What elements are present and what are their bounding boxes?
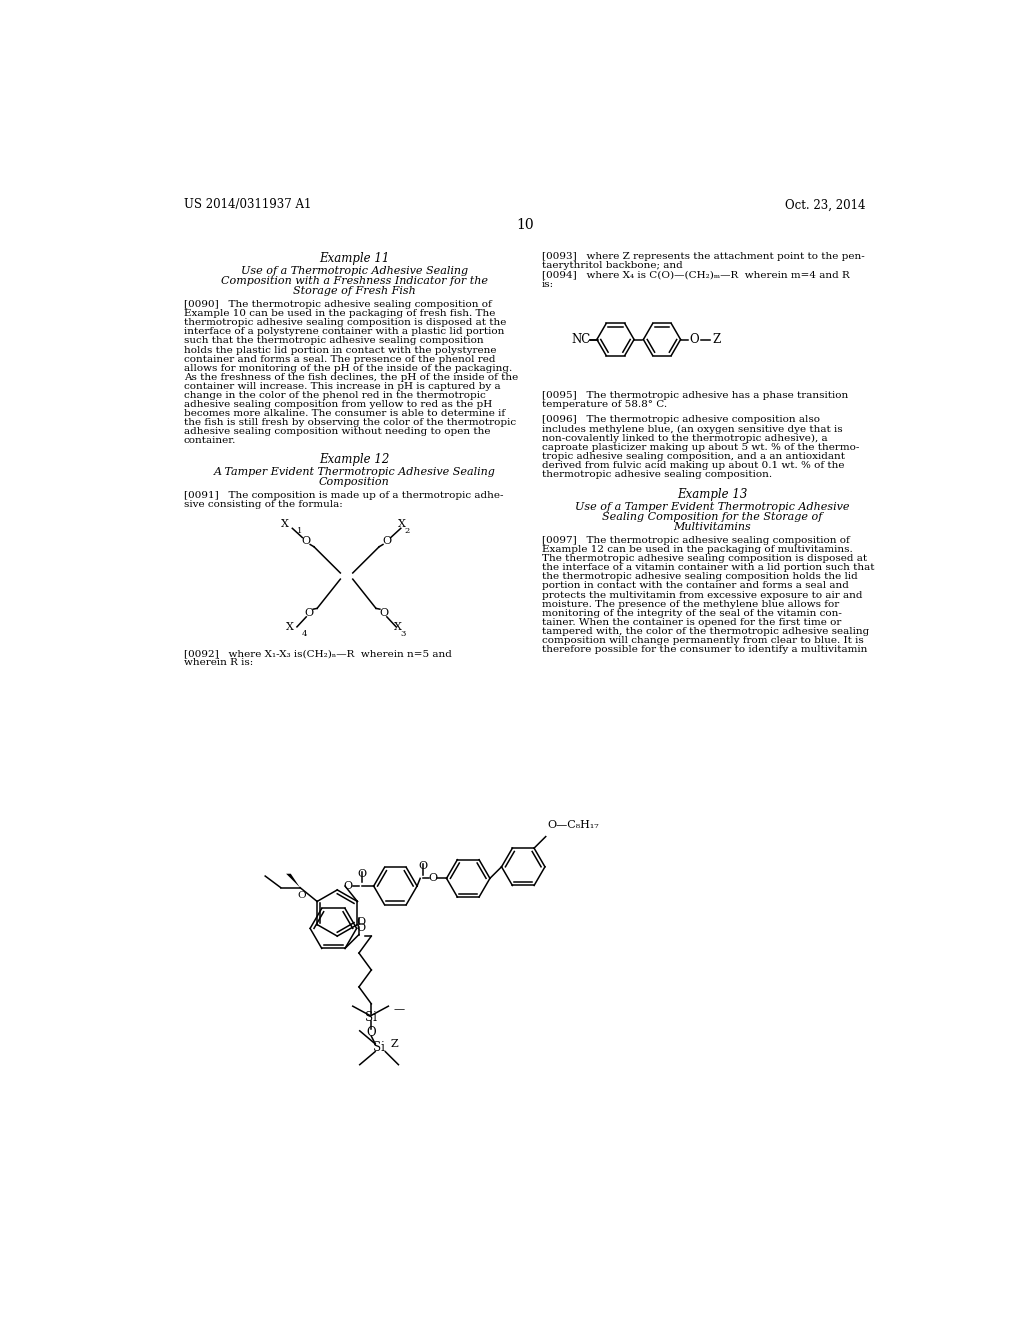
Text: Z: Z (712, 333, 720, 346)
Text: Z: Z (391, 1039, 398, 1049)
Text: [0093]   where Z represents the attachment point to the pen-: [0093] where Z represents the attachment… (542, 252, 864, 261)
Text: Use of a Tamper Evident Thermotropic Adhesive: Use of a Tamper Evident Thermotropic Adh… (575, 502, 850, 512)
Text: O: O (367, 1026, 376, 1039)
Text: derived from fulvic acid making up about 0.1 wt. % of the: derived from fulvic acid making up about… (542, 461, 845, 470)
Text: [0096]   The thermotropic adhesive composition also: [0096] The thermotropic adhesive composi… (542, 416, 820, 425)
Text: temperature of 58.8° C.: temperature of 58.8° C. (542, 400, 667, 409)
Text: Example 11: Example 11 (319, 252, 389, 265)
Text: Example 12 can be used in the packaging of multivitamins.: Example 12 can be used in the packaging … (542, 545, 853, 554)
Text: Si: Si (373, 1041, 385, 1055)
Polygon shape (286, 874, 300, 887)
Text: Oct. 23, 2014: Oct. 23, 2014 (785, 198, 866, 211)
Text: O: O (305, 609, 314, 618)
Text: monitoring of the integrity of the seal of the vitamin con-: monitoring of the integrity of the seal … (542, 609, 842, 618)
Text: Example 12: Example 12 (319, 453, 389, 466)
Text: O: O (379, 609, 388, 618)
Text: includes methylene blue, (an oxygen sensitive dye that is: includes methylene blue, (an oxygen sens… (542, 425, 843, 434)
Text: US 2014/0311937 A1: US 2014/0311937 A1 (183, 198, 311, 211)
Text: 3: 3 (400, 630, 407, 638)
Text: The thermotropic adhesive sealing composition is disposed at: The thermotropic adhesive sealing compos… (542, 554, 867, 564)
Text: O: O (297, 891, 306, 900)
Text: [0094]   where X₄ is C(O)—(CH₂)ₘ—R  wherein m=4 and R: [0094] where X₄ is C(O)—(CH₂)ₘ—R wherein… (542, 271, 850, 280)
Text: A Tamper Evident Thermotropic Adhesive Sealing: A Tamper Evident Thermotropic Adhesive S… (213, 467, 496, 477)
Text: Multivitamins: Multivitamins (674, 523, 752, 532)
Text: protects the multivitamin from excessive exposure to air and: protects the multivitamin from excessive… (542, 590, 862, 599)
Text: [0097]   The thermotropic adhesive sealing composition of: [0097] The thermotropic adhesive sealing… (542, 536, 850, 545)
Text: allows for monitoring of the pH of the inside of the packaging.: allows for monitoring of the pH of the i… (183, 364, 512, 372)
Text: thermotropic adhesive sealing composition is disposed at the: thermotropic adhesive sealing compositio… (183, 318, 506, 327)
Text: composition will change permanently from clear to blue. It is: composition will change permanently from… (542, 636, 863, 645)
Text: is:: is: (542, 280, 554, 289)
Text: caproate plasticizer making up about 5 wt. % of the thermo-: caproate plasticizer making up about 5 w… (542, 442, 859, 451)
Text: [0090]   The thermotropic adhesive sealing composition of: [0090] The thermotropic adhesive sealing… (183, 300, 492, 309)
Text: X: X (394, 622, 401, 632)
Text: tainer. When the container is opened for the first time or: tainer. When the container is opened for… (542, 618, 842, 627)
Text: O: O (356, 917, 366, 927)
Text: [0095]   The thermotropic adhesive has a phase transition: [0095] The thermotropic adhesive has a p… (542, 391, 848, 400)
Text: X: X (397, 519, 406, 529)
Text: Example 13: Example 13 (677, 488, 748, 502)
Text: holds the plastic lid portion in contact with the polystyrene: holds the plastic lid portion in contact… (183, 346, 497, 355)
Text: Use of a Thermotropic Adhesive Sealing: Use of a Thermotropic Adhesive Sealing (241, 267, 468, 276)
Text: adhesive sealing composition without needing to open the: adhesive sealing composition without nee… (183, 428, 490, 437)
Text: 1: 1 (297, 527, 302, 535)
Text: tropic adhesive sealing composition, and a an antioxidant: tropic adhesive sealing composition, and… (542, 451, 845, 461)
Text: such that the thermotropic adhesive sealing composition: such that the thermotropic adhesive seal… (183, 337, 483, 346)
Text: Storage of Fresh Fish: Storage of Fresh Fish (293, 286, 416, 296)
Text: 2: 2 (404, 527, 410, 535)
Text: the interface of a vitamin container with a lid portion such that: the interface of a vitamin container wit… (542, 564, 874, 573)
Text: Composition: Composition (318, 477, 390, 487)
Text: sive consisting of the formula:: sive consisting of the formula: (183, 500, 343, 510)
Text: NC: NC (571, 333, 590, 346)
Text: O: O (382, 536, 391, 545)
Text: taerythritol backbone; and: taerythritol backbone; and (542, 261, 683, 271)
Text: thermotropic adhesive sealing composition.: thermotropic adhesive sealing compositio… (542, 470, 772, 479)
Text: Sealing Composition for the Storage of: Sealing Composition for the Storage of (602, 512, 822, 523)
Text: [0092]   where X₁-X₃ is(CH₂)ₙ—R  wherein n=5 and: [0092] where X₁-X₃ is(CH₂)ₙ—R wherein n=… (183, 649, 452, 659)
Text: Composition with a Freshness Indicator for the: Composition with a Freshness Indicator f… (221, 276, 487, 286)
Text: O: O (428, 874, 437, 883)
Text: [0091]   The composition is made up of a thermotropic adhe-: [0091] The composition is made up of a t… (183, 491, 504, 500)
Text: therefore possible for the consumer to identify a multivitamin: therefore possible for the consumer to i… (542, 645, 867, 653)
Text: portion in contact with the container and forms a seal and: portion in contact with the container an… (542, 581, 849, 590)
Text: interface of a polystyrene container with a plastic lid portion: interface of a polystyrene container wit… (183, 327, 504, 337)
Text: 4: 4 (302, 630, 307, 638)
Text: Si: Si (366, 1011, 377, 1024)
Text: container.: container. (183, 437, 237, 445)
Text: the thermotropic adhesive sealing composition holds the lid: the thermotropic adhesive sealing compos… (542, 573, 858, 581)
Text: 10: 10 (516, 218, 534, 232)
Text: O: O (357, 869, 367, 879)
Text: O: O (690, 333, 699, 346)
Text: container and forms a seal. The presence of the phenol red: container and forms a seal. The presence… (183, 355, 496, 363)
Text: container will increase. This increase in pH is captured by a: container will increase. This increase i… (183, 381, 501, 391)
Text: O: O (343, 880, 352, 891)
Text: adhesive sealing composition from yellow to red as the pH: adhesive sealing composition from yellow… (183, 400, 493, 409)
Text: O: O (419, 862, 428, 871)
Text: Example 10 can be used in the packaging of fresh fish. The: Example 10 can be used in the packaging … (183, 309, 496, 318)
Text: moisture. The presence of the methylene blue allows for: moisture. The presence of the methylene … (542, 599, 839, 609)
Text: the fish is still fresh by observing the color of the thermotropic: the fish is still fresh by observing the… (183, 418, 516, 428)
Text: becomes more alkaline. The consumer is able to determine if: becomes more alkaline. The consumer is a… (183, 409, 505, 418)
Text: change in the color of the phenol red in the thermotropic: change in the color of the phenol red in… (183, 391, 485, 400)
Text: —: — (393, 1005, 404, 1015)
Text: O—C₈H₁₇: O—C₈H₁₇ (547, 821, 599, 830)
Text: O: O (302, 536, 311, 545)
Text: X: X (286, 622, 294, 632)
Text: wherein R is:: wherein R is: (183, 659, 253, 668)
Text: non-covalently linked to the thermotropic adhesive), a: non-covalently linked to the thermotropi… (542, 433, 827, 442)
Text: O: O (356, 924, 366, 933)
Text: tampered with, the color of the thermotropic adhesive sealing: tampered with, the color of the thermotr… (542, 627, 869, 636)
Text: X: X (282, 519, 289, 529)
Text: As the freshness of the fish declines, the pH of the inside of the: As the freshness of the fish declines, t… (183, 372, 518, 381)
